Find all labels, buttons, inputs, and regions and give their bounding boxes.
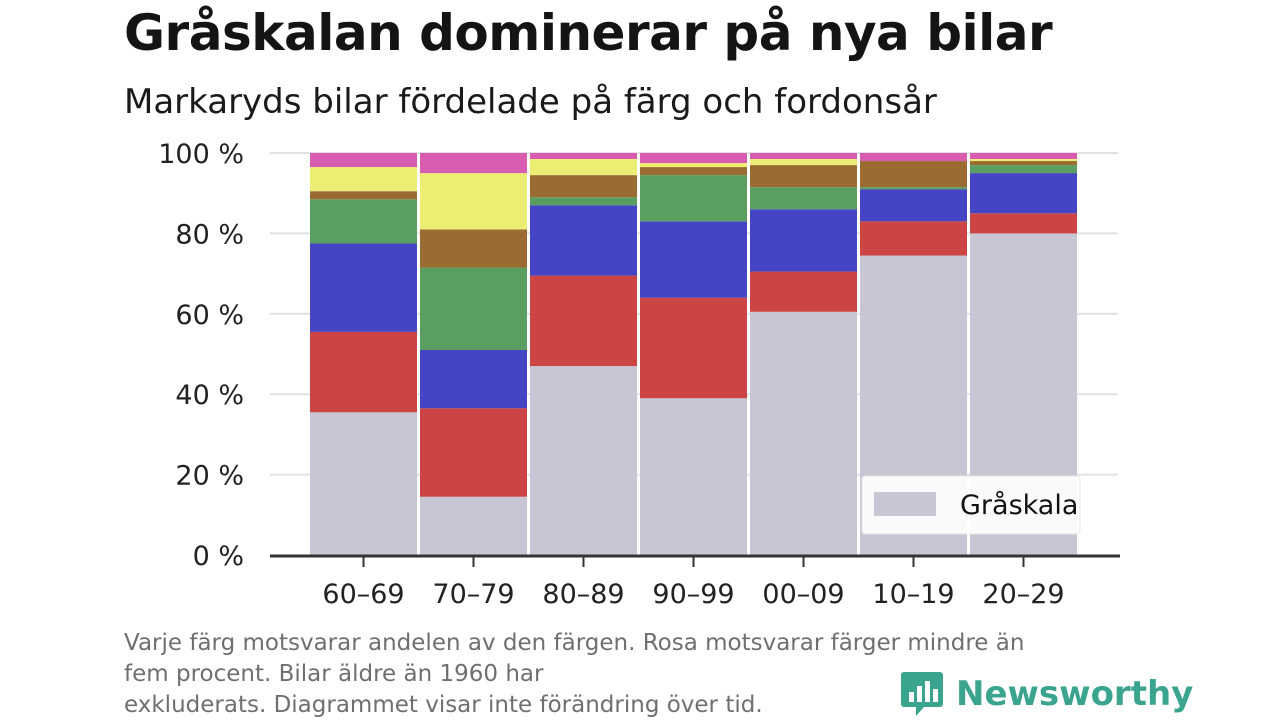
legend-box [861, 475, 1081, 535]
y-tick-label: 40 % [175, 380, 244, 411]
bar-segment-90–99-s2 [640, 221, 747, 298]
bar-segment-60–69-s0 [310, 412, 417, 555]
brand-name: Newsworthy [956, 674, 1194, 714]
y-tick-label: 20 % [175, 461, 244, 492]
y-tick-label: 80 % [175, 219, 244, 250]
bar-segment-90–99-s5 [640, 163, 747, 168]
stacked-bar-chart: 0 % 20 % 40 % 60 % 80 % 100 % 60–69 70–79 80–89… [158, 139, 1120, 610]
bar-segment-00–09-s2 [750, 209, 857, 272]
bar-segment-00–09-s0 [750, 311, 857, 555]
bar-segment-70–79-s3 [420, 267, 527, 350]
x-tick-label: 60–69 [322, 579, 404, 610]
bar-segment-70–79-s2 [420, 349, 527, 409]
bar-segment-90–99-s6 [640, 153, 747, 164]
bar-segment-70–79-s1 [420, 408, 527, 497]
bar-segment-80–89-s1 [530, 275, 637, 367]
bar-segment-20–29-s4 [970, 161, 1077, 166]
x-tick-label: 10–19 [872, 579, 954, 610]
bar-segment-20–29-s6 [970, 153, 1077, 160]
bar-segment-00–09-s1 [750, 271, 857, 312]
y-tick-label: 100 % [158, 139, 244, 170]
bar-segment-90–99-s3 [640, 175, 747, 222]
legend-swatch [874, 492, 936, 516]
bar-segment-80–89-s6 [530, 153, 637, 160]
bar-segment-10–19-s2 [860, 189, 967, 222]
bar-segment-00–09-s3 [750, 187, 857, 210]
y-tick-label: 60 % [175, 300, 244, 331]
legend-label: Gråskala [960, 490, 1078, 521]
x-tick-label: 80–89 [542, 579, 624, 610]
x-tick-label: 70–79 [432, 579, 514, 610]
bar-segment-20–29-s5 [970, 159, 1077, 162]
bar-segment-60–69-s3 [310, 199, 417, 244]
y-tick-label: 0 % [193, 541, 244, 572]
bar-segment-80–89-s2 [530, 205, 637, 276]
bar-segment-80–89-s5 [530, 159, 637, 176]
brand-logo: Newsworthy [900, 670, 1193, 718]
bar-segment-80–89-s4 [530, 175, 637, 198]
bar-segment-20–29-s2 [970, 173, 1077, 214]
bar-segment-90–99-s1 [640, 297, 747, 399]
bar-segment-70–79-s6 [420, 153, 527, 174]
bar-segment-10–19-s1 [860, 221, 967, 256]
bar-segment-80–89-s3 [530, 197, 637, 206]
bar-segment-60–69-s1 [310, 331, 417, 413]
footnote-line: fem procent. Bilar äldre än 1960 har [124, 661, 544, 687]
footnote-line: Varje färg motsvarar andelen av den färg… [124, 630, 1025, 656]
bar-segment-70–79-s0 [420, 496, 527, 555]
bar-segment-60–69-s6 [310, 153, 417, 168]
y-axis-ticks: 0 % 20 % 40 % 60 % 80 % 100 % [158, 139, 244, 572]
bar-segment-00–09-s4 [750, 165, 857, 188]
bar-segment-60–69-s2 [310, 243, 417, 332]
x-axis: 60–69 70–79 80–89 90–99 00–09 10–19 20–29 [270, 554, 1120, 610]
x-tick-label: 00–09 [762, 579, 844, 610]
x-tick-label: 20–29 [982, 579, 1064, 610]
bar-segment-90–99-s4 [640, 167, 747, 176]
bar-segment-80–89-s0 [530, 366, 637, 555]
bar-segment-60–69-s5 [310, 167, 417, 192]
bar-segment-20–29-s1 [970, 213, 1077, 234]
bar-segment-20–29-s3 [970, 165, 1077, 174]
bar-segment-10–19-s3 [860, 187, 967, 190]
legend: Gråskala [861, 475, 1081, 535]
bar-segment-90–99-s0 [640, 398, 747, 555]
bar-chart-bubble-icon [901, 672, 943, 716]
bar-segment-10–19-s6 [860, 153, 967, 162]
bar-segment-10–19-s4 [860, 161, 967, 188]
footnote-line: exkluderats. Diagrammet visar inte förän… [124, 692, 763, 718]
chart-title: Gråskalan dominerar på nya bilar [124, 4, 1053, 62]
bar-segment-00–09-s5 [750, 159, 857, 166]
bar-segment-00–09-s6 [750, 153, 857, 160]
bar-segment-70–79-s4 [420, 229, 527, 268]
x-tick-label: 90–99 [652, 579, 734, 610]
footnote: Varje färg motsvarar andelen av den färg… [124, 628, 1134, 721]
bar-segment-60–69-s4 [310, 191, 417, 200]
bar-segment-70–79-s5 [420, 173, 527, 230]
chart-subtitle: Markaryds bilar fördelade på färg och fo… [124, 82, 937, 122]
